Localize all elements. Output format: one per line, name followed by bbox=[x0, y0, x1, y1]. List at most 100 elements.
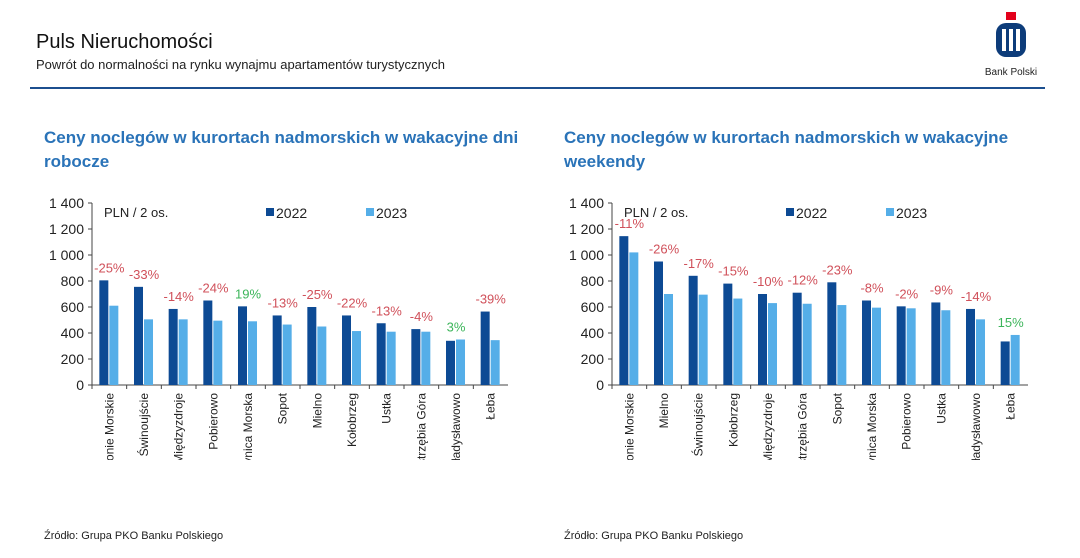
change-label: 15% bbox=[998, 315, 1024, 330]
category-label: Kołobrzeg bbox=[345, 393, 359, 447]
category-label: Świnoujście bbox=[136, 393, 151, 457]
category-label: Krynica Morska bbox=[865, 393, 879, 460]
bar-2022 bbox=[827, 282, 837, 385]
bar-2023 bbox=[976, 319, 985, 385]
source-note: Źródło: Grupa PKO Banku Polskiego bbox=[44, 530, 224, 542]
bar-2023 bbox=[144, 319, 153, 385]
chart-title-weekdays: Ceny noclegów w kurortach nadmorskich w … bbox=[44, 128, 519, 171]
bar-2022 bbox=[792, 292, 802, 385]
bar-2022 bbox=[307, 307, 317, 385]
bar-2023 bbox=[802, 303, 812, 385]
y-tick-label: 1 000 bbox=[569, 247, 604, 263]
unit-label: PLN / 2 os. bbox=[624, 205, 688, 220]
y-tick-label: 800 bbox=[61, 273, 85, 289]
bar-2023 bbox=[352, 331, 361, 385]
bar-2022 bbox=[619, 236, 629, 385]
source-note: Źródło: Grupa PKO Banku Polskiego bbox=[564, 530, 744, 542]
bar-2022 bbox=[411, 329, 421, 385]
bar-2022 bbox=[896, 306, 906, 385]
y-tick-label: 400 bbox=[61, 325, 85, 341]
chart-weekends: 0 200 400 600 800 1 000 1 200 1 400 PLN / 2 os. 2… bbox=[569, 195, 1028, 460]
category-label: Jastrzębia Góra bbox=[796, 393, 810, 460]
category-label: Międzyzdroje bbox=[761, 393, 775, 460]
bar-2022 bbox=[238, 306, 247, 385]
unit-label: PLN / 2 os. bbox=[104, 205, 168, 220]
change-label: -8% bbox=[860, 281, 884, 296]
bar-2023 bbox=[109, 305, 119, 385]
logo-text: Bank Polski bbox=[984, 67, 1038, 78]
category-label: Sopot bbox=[830, 392, 844, 424]
change-label: -22% bbox=[337, 295, 368, 310]
y-tick-label: 1 200 bbox=[569, 221, 604, 237]
bar-2022 bbox=[723, 283, 733, 385]
category-label: Ustka bbox=[380, 393, 394, 424]
y-tick-label: 1 400 bbox=[569, 195, 604, 211]
category-label: Władysławowo bbox=[969, 393, 983, 460]
legend-swatch bbox=[786, 208, 794, 216]
change-label: 3% bbox=[447, 320, 466, 335]
y-tick-label: 0 bbox=[596, 377, 604, 393]
category-label: Mielno bbox=[657, 393, 671, 429]
category-label: Jastrzębia Góra bbox=[414, 393, 428, 460]
change-label: -25% bbox=[94, 260, 125, 275]
change-label: -24% bbox=[198, 281, 229, 296]
change-label: -39% bbox=[475, 292, 506, 307]
bar-2023 bbox=[837, 305, 847, 385]
y-tick-label: 200 bbox=[581, 351, 605, 367]
y-tick-label: 1 400 bbox=[49, 195, 84, 211]
legend-label: 2022 bbox=[796, 205, 827, 221]
bar-2022 bbox=[272, 315, 282, 385]
bar-2022 bbox=[134, 286, 143, 385]
bar-2023 bbox=[872, 307, 881, 385]
y-tick-label: 0 bbox=[76, 377, 84, 393]
legend-label: 2022 bbox=[276, 205, 307, 221]
legend-swatch bbox=[366, 208, 374, 216]
bar-2023 bbox=[733, 298, 743, 385]
change-label: -26% bbox=[649, 242, 680, 257]
change-label: -12% bbox=[787, 273, 818, 288]
change-label: -4% bbox=[410, 309, 434, 324]
bar-2023 bbox=[456, 339, 465, 385]
change-label: -15% bbox=[718, 264, 749, 279]
chart-title-weekends: Ceny noclegów w kurortach nadmorskich w … bbox=[564, 128, 1009, 171]
bar-2022 bbox=[654, 261, 663, 385]
bar-2022 bbox=[966, 308, 975, 385]
bar-2023 bbox=[386, 331, 396, 385]
change-label: -33% bbox=[129, 267, 160, 282]
category-label: Ustka bbox=[934, 393, 948, 424]
page-title: Puls Nieruchomości bbox=[36, 31, 213, 53]
category-label: Międzyzdroje bbox=[172, 393, 186, 460]
bar-2023 bbox=[282, 324, 292, 385]
bar-2022 bbox=[688, 275, 698, 385]
change-label: 19% bbox=[235, 286, 261, 301]
bar-2023 bbox=[317, 326, 327, 385]
change-label: -23% bbox=[822, 262, 853, 277]
bar-2023 bbox=[1010, 334, 1020, 385]
category-label: Pobierowo bbox=[900, 393, 914, 450]
category-label: Pobierowo bbox=[206, 393, 220, 450]
bar-2023 bbox=[421, 331, 431, 385]
bar-2023 bbox=[906, 308, 916, 385]
change-label: -10% bbox=[753, 274, 784, 289]
bar-2022 bbox=[931, 302, 941, 385]
category-label: Władysławowo bbox=[449, 393, 463, 460]
bar-2023 bbox=[664, 294, 673, 385]
change-label: -13% bbox=[371, 303, 402, 318]
y-tick-label: 600 bbox=[581, 299, 605, 315]
header-divider bbox=[30, 87, 1045, 89]
chart-weekdays: 0 200 400 600 800 1 000 1 200 1 400 PLN / 2 os. 2… bbox=[49, 195, 508, 460]
bar-2023 bbox=[629, 252, 639, 385]
y-tick-label: 800 bbox=[581, 273, 605, 289]
change-label: -14% bbox=[961, 289, 992, 304]
change-label: -9% bbox=[930, 282, 954, 297]
change-label: -11% bbox=[615, 216, 645, 231]
y-tick-label: 1 200 bbox=[49, 221, 84, 237]
category-label: Krynica Morska bbox=[241, 393, 255, 460]
bank-logo: Bank Polski bbox=[978, 12, 1044, 78]
legend-swatch bbox=[886, 208, 894, 216]
bar-2023 bbox=[768, 303, 777, 385]
bar-2022 bbox=[203, 300, 213, 385]
change-label: -17% bbox=[683, 256, 714, 271]
bar-2022 bbox=[342, 315, 351, 385]
change-label: -14% bbox=[163, 289, 194, 304]
